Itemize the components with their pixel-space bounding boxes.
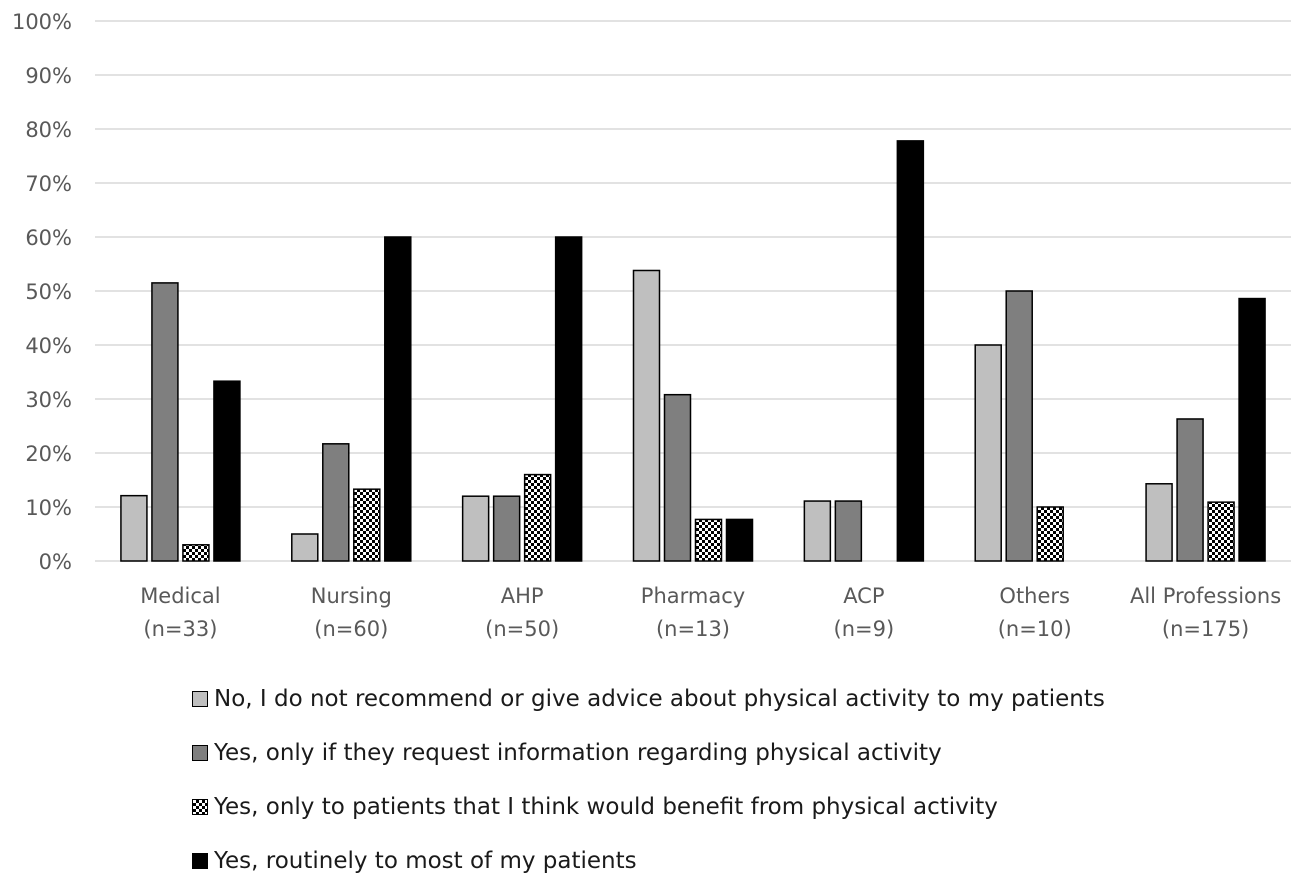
x-tick-label: Nursing [311, 584, 392, 608]
bar [492, 495, 521, 562]
bar [1036, 506, 1064, 562]
bar [120, 494, 148, 562]
bar [1238, 297, 1266, 562]
y-tick-label: 70% [25, 172, 72, 196]
y-tick-label: 40% [25, 334, 72, 358]
bar [353, 488, 381, 562]
bar [182, 544, 210, 562]
y-tick-label: 50% [25, 280, 72, 304]
x-tick-label: Others [999, 584, 1070, 608]
legend-item: Yes, only to patients that I think would… [192, 780, 1105, 834]
bar [725, 518, 754, 562]
legend-label: Yes, routinely to most of my patients [214, 848, 637, 874]
y-tick-label: 0% [39, 550, 72, 574]
legend-swatch-if-requested [192, 745, 208, 761]
x-tick-label: Pharmacy [641, 584, 745, 608]
x-tick-label: ACP [843, 584, 884, 608]
bar [974, 344, 1002, 562]
bar [896, 140, 925, 562]
x-tick-label: (n=13) [656, 617, 730, 641]
y-tick-label: 80% [25, 118, 72, 142]
bar [632, 269, 661, 562]
bar [213, 380, 241, 562]
bar [1207, 501, 1235, 562]
bar [663, 393, 692, 562]
x-tick-label: All Professions [1130, 584, 1281, 608]
bar [291, 533, 319, 562]
y-tick-label: 90% [25, 64, 72, 88]
x-axis-tick-labels: Medical (n=33) Nursing (n=60) AHP (n=50) Pharm… [140, 584, 1281, 641]
legend: No, I do not recommend or give advice ab… [192, 672, 1105, 888]
y-tick-label: 30% [25, 388, 72, 412]
x-tick-label: AHP [501, 584, 544, 608]
bar [554, 236, 583, 562]
bar [322, 443, 350, 562]
gridlines [95, 20, 1291, 562]
legend-swatch-routinely [192, 853, 208, 869]
y-tick-label: 60% [25, 226, 72, 250]
bar [1005, 290, 1033, 562]
x-tick-label: (n=50) [485, 617, 559, 641]
legend-swatch-no-advice [192, 691, 208, 707]
y-axis-tick-labels: 0% 10% 20% 30% 40% 50% 60% 70% 80% 90% 100% [12, 10, 72, 574]
legend-item: Yes, routinely to most of my patients [192, 834, 1105, 888]
legend-label: Yes, only if they request information re… [214, 740, 942, 766]
bars [120, 140, 1266, 562]
x-tick-label: (n=33) [143, 617, 217, 641]
bar [694, 518, 723, 562]
legend-label: No, I do not recommend or give advice ab… [214, 686, 1105, 712]
bar [803, 500, 832, 562]
y-tick-label: 20% [25, 442, 72, 466]
bar [523, 473, 552, 562]
y-tick-label: 10% [25, 496, 72, 520]
x-tick-label: (n=60) [314, 617, 388, 641]
legend-label: Yes, only to patients that I think would… [214, 794, 998, 820]
legend-swatch-would-benefit [192, 799, 208, 815]
bar [1176, 418, 1204, 562]
bar [384, 236, 412, 562]
x-tick-label: (n=10) [998, 617, 1072, 641]
bar [1145, 483, 1173, 562]
bar [151, 282, 179, 562]
bar-chart: 0% 10% 20% 30% 40% 50% 60% 70% 80% 90% 100% Medica… [12, 10, 1291, 641]
bar [834, 500, 863, 562]
legend-item: No, I do not recommend or give advice ab… [192, 672, 1105, 726]
x-tick-label: (n=9) [834, 617, 895, 641]
legend-item: Yes, only if they request information re… [192, 726, 1105, 780]
y-tick-label: 100% [12, 10, 72, 34]
x-tick-label: (n=175) [1162, 617, 1249, 641]
x-tick-label: Medical [140, 584, 220, 608]
bar [461, 495, 490, 562]
